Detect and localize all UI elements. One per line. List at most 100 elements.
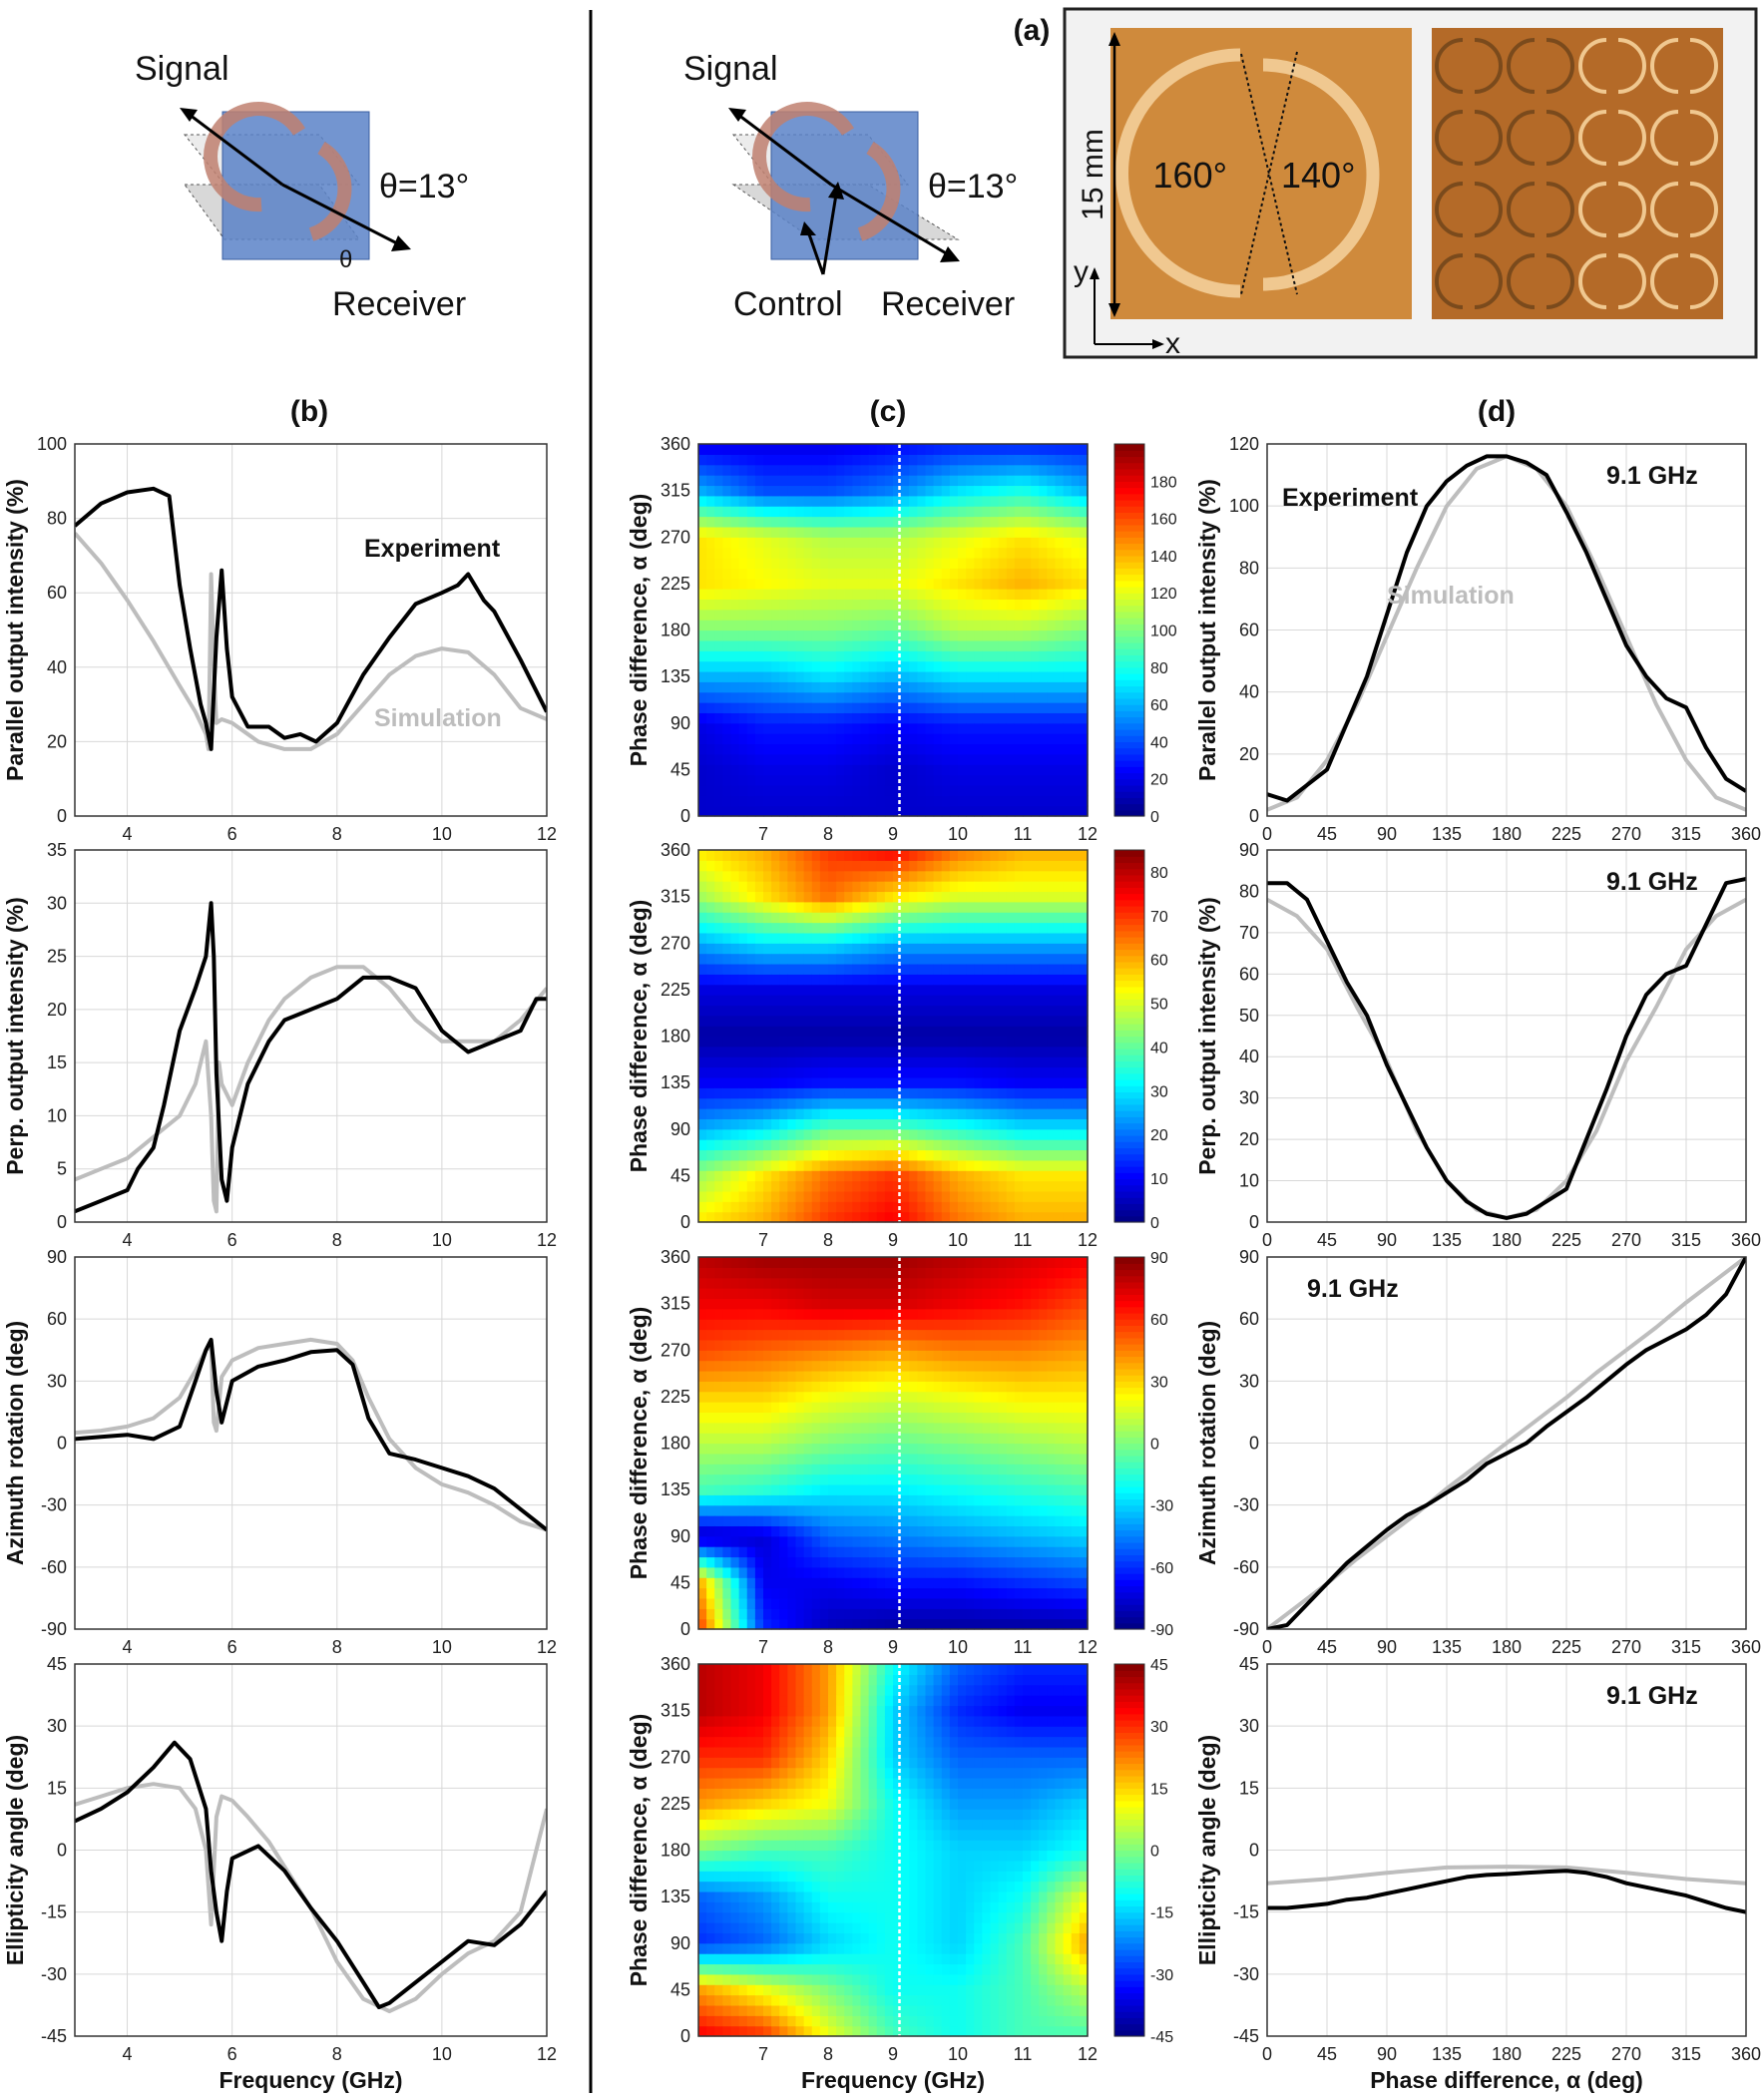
heatmap-cell <box>868 984 878 996</box>
heatmap-cell <box>1039 1149 1048 1161</box>
heatmap-cell <box>982 599 992 611</box>
heatmap-cell <box>795 1277 805 1289</box>
heatmap-cell <box>795 891 805 903</box>
heatmap-cell <box>990 963 1000 975</box>
heatmap-cell <box>706 1391 715 1403</box>
heatmap-cell <box>901 506 910 518</box>
heatmap-cell <box>998 609 1008 621</box>
heatmap-cell <box>730 1180 740 1192</box>
colorbar-segment <box>1114 1110 1144 1117</box>
colorbar-segment <box>1114 887 1144 895</box>
heatmap-cell <box>738 984 748 996</box>
heatmap-cell <box>828 454 837 466</box>
heatmap-cell <box>917 1515 927 1526</box>
heatmap-cell <box>754 1056 764 1068</box>
heatmap-cell <box>836 1118 845 1130</box>
heatmap-cell <box>844 1329 853 1341</box>
heatmap-cell <box>819 1618 829 1630</box>
heatmap-cell <box>746 1370 756 1382</box>
heatmap-cell <box>722 891 732 903</box>
heatmap-cell <box>811 712 821 724</box>
heatmap-cell <box>852 1412 862 1424</box>
heatmap-cell <box>828 495 837 507</box>
heatmap-cell <box>925 1587 935 1599</box>
heatmap-cell <box>714 681 723 693</box>
heatmap-cell <box>1047 639 1057 651</box>
heatmap-cell <box>1031 485 1040 497</box>
heatmap-cell <box>746 1159 756 1171</box>
heatmap-cell <box>1006 702 1016 713</box>
heatmap-cell <box>746 1494 756 1506</box>
heatmap-cell <box>876 475 886 487</box>
heatmap-cell <box>852 1597 862 1609</box>
heatmap-cell <box>933 1118 943 1130</box>
heatmap-cell <box>852 943 862 955</box>
heatmap-cell <box>836 1464 845 1475</box>
heatmap-cell <box>738 953 748 965</box>
heatmap-cell <box>706 1267 715 1279</box>
heatmap-cell <box>884 1402 894 1414</box>
heatmap-cell <box>917 495 927 507</box>
heatmap-cell <box>787 444 797 455</box>
heatmap-cell <box>990 444 1000 455</box>
heatmap-cell <box>941 1443 951 1455</box>
heatmap-cell <box>771 963 780 975</box>
heatmap-cell <box>803 568 813 580</box>
heatmap-cell <box>998 454 1008 466</box>
heatmap-cell <box>884 753 894 765</box>
heatmap-cell <box>941 1556 951 1568</box>
heatmap-cell <box>1079 1170 1089 1182</box>
heatmap-cell <box>787 963 797 975</box>
heatmap-cell <box>771 1473 780 1485</box>
heatmap-cell <box>982 681 992 693</box>
heatmap-cell <box>868 1597 878 1609</box>
colorbar-segment <box>1114 531 1144 538</box>
heatmap-cell <box>852 1381 862 1393</box>
heatmap-cell <box>933 444 943 455</box>
heatmap-cell <box>738 881 748 893</box>
heatmap-cell <box>1006 444 1016 455</box>
heatmap-cell <box>698 805 707 817</box>
heatmap-cell <box>1079 1005 1089 1017</box>
heatmap-cell <box>771 860 780 872</box>
heatmap-cell <box>779 1433 788 1445</box>
colorbar-segment <box>1114 697 1144 705</box>
heatmap-cell <box>1079 922 1089 934</box>
heatmap-cell <box>1055 1015 1065 1027</box>
heatmap-cell <box>1023 660 1032 672</box>
y-tick-label: 60 <box>47 583 67 603</box>
heatmap-cell <box>828 912 837 924</box>
heatmap-cell <box>795 702 805 713</box>
heatmap-cell <box>860 1381 870 1393</box>
heatmap-cell <box>779 1597 788 1609</box>
heatmap-cell <box>1014 639 1024 651</box>
heatmap-cell <box>1023 1201 1032 1213</box>
heatmap-cell <box>1063 702 1073 713</box>
heatmap-cell <box>746 1360 756 1372</box>
heatmap-cell <box>1079 454 1089 466</box>
heatmap-cell <box>1039 805 1048 817</box>
heatmap-cell <box>722 1108 732 1119</box>
heatmap-cell <box>966 589 975 601</box>
heatmap-cell <box>819 1159 829 1171</box>
heatmap-cell <box>795 1473 805 1485</box>
heatmap-cell <box>730 1422 740 1434</box>
heatmap-cell <box>1071 1170 1081 1182</box>
heatmap-cell <box>933 922 943 934</box>
heatmap-cell <box>787 454 797 466</box>
heatmap-cell <box>836 1076 845 1088</box>
heatmap-cell <box>852 620 862 631</box>
heatmap-cell <box>949 1412 959 1424</box>
colorbar-segment <box>1114 803 1144 811</box>
heatmap-cell <box>901 953 910 965</box>
heatmap-cell <box>754 670 764 682</box>
heatmap-cell <box>1055 881 1065 893</box>
heatmap-cell <box>949 1076 959 1088</box>
heatmap-cell <box>836 1494 845 1506</box>
heatmap-cell <box>819 1046 829 1057</box>
heatmap-cell <box>811 1036 821 1048</box>
heatmap-cell <box>771 1525 780 1537</box>
heatmap-cell <box>941 1180 951 1192</box>
heatmap-cell <box>925 753 935 765</box>
heatmap-cell <box>771 1391 780 1403</box>
